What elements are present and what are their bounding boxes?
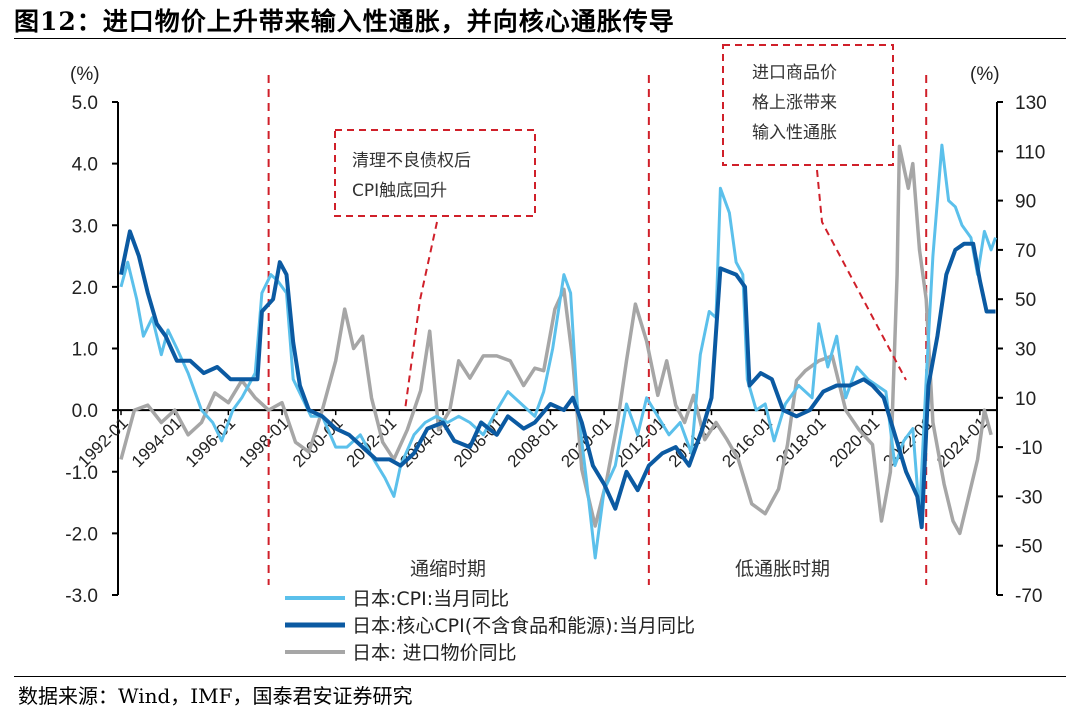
- left-tick-label: 4.0: [72, 155, 98, 176]
- annotations: 清理不良债权后 CPI触底回升 进口商品价 格上涨带来 输入性通胀 通缩时期 低…: [334, 44, 907, 580]
- annotation-text: CPI触底回升: [352, 181, 447, 201]
- left-tick-label: 5.0: [72, 93, 98, 114]
- annotation-leader: [816, 169, 907, 381]
- annotation-leader: [404, 221, 438, 411]
- legend: 日本:CPI:当月同比 日本:核心CPI(不含食品和能源):当月同比 日本: 进…: [285, 588, 695, 664]
- source-note: 数据来源：Wind，IMF，国泰君安证券研究: [18, 684, 413, 708]
- legend-label-import: 日本: 进口物价同比: [352, 642, 516, 664]
- right-tick-label: -10: [1015, 438, 1042, 459]
- x-tick-label: 1992-01: [74, 414, 132, 472]
- x-tick-label: 1994-01: [128, 414, 186, 472]
- right-tick-label: 90: [1015, 192, 1036, 213]
- right-axis-unit: (%): [970, 64, 1000, 85]
- series-line-core-cpi: [119, 229, 996, 530]
- legend-label-cpi: 日本:CPI:当月同比: [352, 588, 509, 610]
- left-tick-label: 0.0: [72, 401, 98, 422]
- right-tick-label: 30: [1015, 340, 1036, 361]
- annotation-text: 格上涨带来: [752, 93, 837, 113]
- annotation-text: 输入性通胀: [752, 123, 837, 143]
- legend-label-core: 日本:核心CPI(不含食品和能源):当月同比: [352, 615, 695, 637]
- x-tick-label: 1998-01: [235, 414, 293, 472]
- series-line-cpi: [119, 143, 997, 560]
- right-tick-label: 130: [1015, 93, 1047, 114]
- title-rule: [14, 38, 1066, 39]
- left-tick-label: 3.0: [72, 216, 98, 237]
- annotation-text: 进口商品价: [752, 63, 837, 83]
- left-tick-label: 1.0: [72, 340, 98, 361]
- right-tick-label: -50: [1015, 537, 1042, 558]
- left-tick-label: -3.0: [65, 586, 98, 607]
- left-tick-label: -1.0: [65, 463, 98, 484]
- right-tick-label: -30: [1015, 487, 1042, 508]
- annotation-box-cpi-rebound: [334, 129, 536, 217]
- period-label-low-inflation: 低通胀时期: [735, 558, 830, 580]
- right-tick-label: -70: [1015, 586, 1042, 607]
- right-tick-label: 70: [1015, 241, 1036, 262]
- right-tick-label: 10: [1015, 389, 1036, 410]
- annotation-text: 清理不良债权后: [352, 151, 471, 171]
- left-tick-label: 2.0: [72, 278, 98, 299]
- right-tick-label: 110: [1015, 142, 1045, 163]
- annotation-box-import-inflation: [722, 44, 894, 166]
- series-line-import-price: [119, 144, 993, 536]
- right-tick-label: 50: [1015, 290, 1036, 311]
- period-label-deflation: 通缩时期: [410, 558, 486, 580]
- source-rule: [14, 676, 1066, 677]
- left-tick-label: -2.0: [65, 524, 98, 545]
- left-axis-unit: (%): [70, 64, 100, 85]
- series-lines: [119, 143, 997, 560]
- figure-title: 图12：进口物价上升带来输入性通胀，并向核心通胀传导: [14, 7, 675, 36]
- chart: 5.0 4.0 3.0 2.0 1.0 0.0 -1.0 -2.0 -3.0 130 110 90 70…: [65, 44, 1047, 664]
